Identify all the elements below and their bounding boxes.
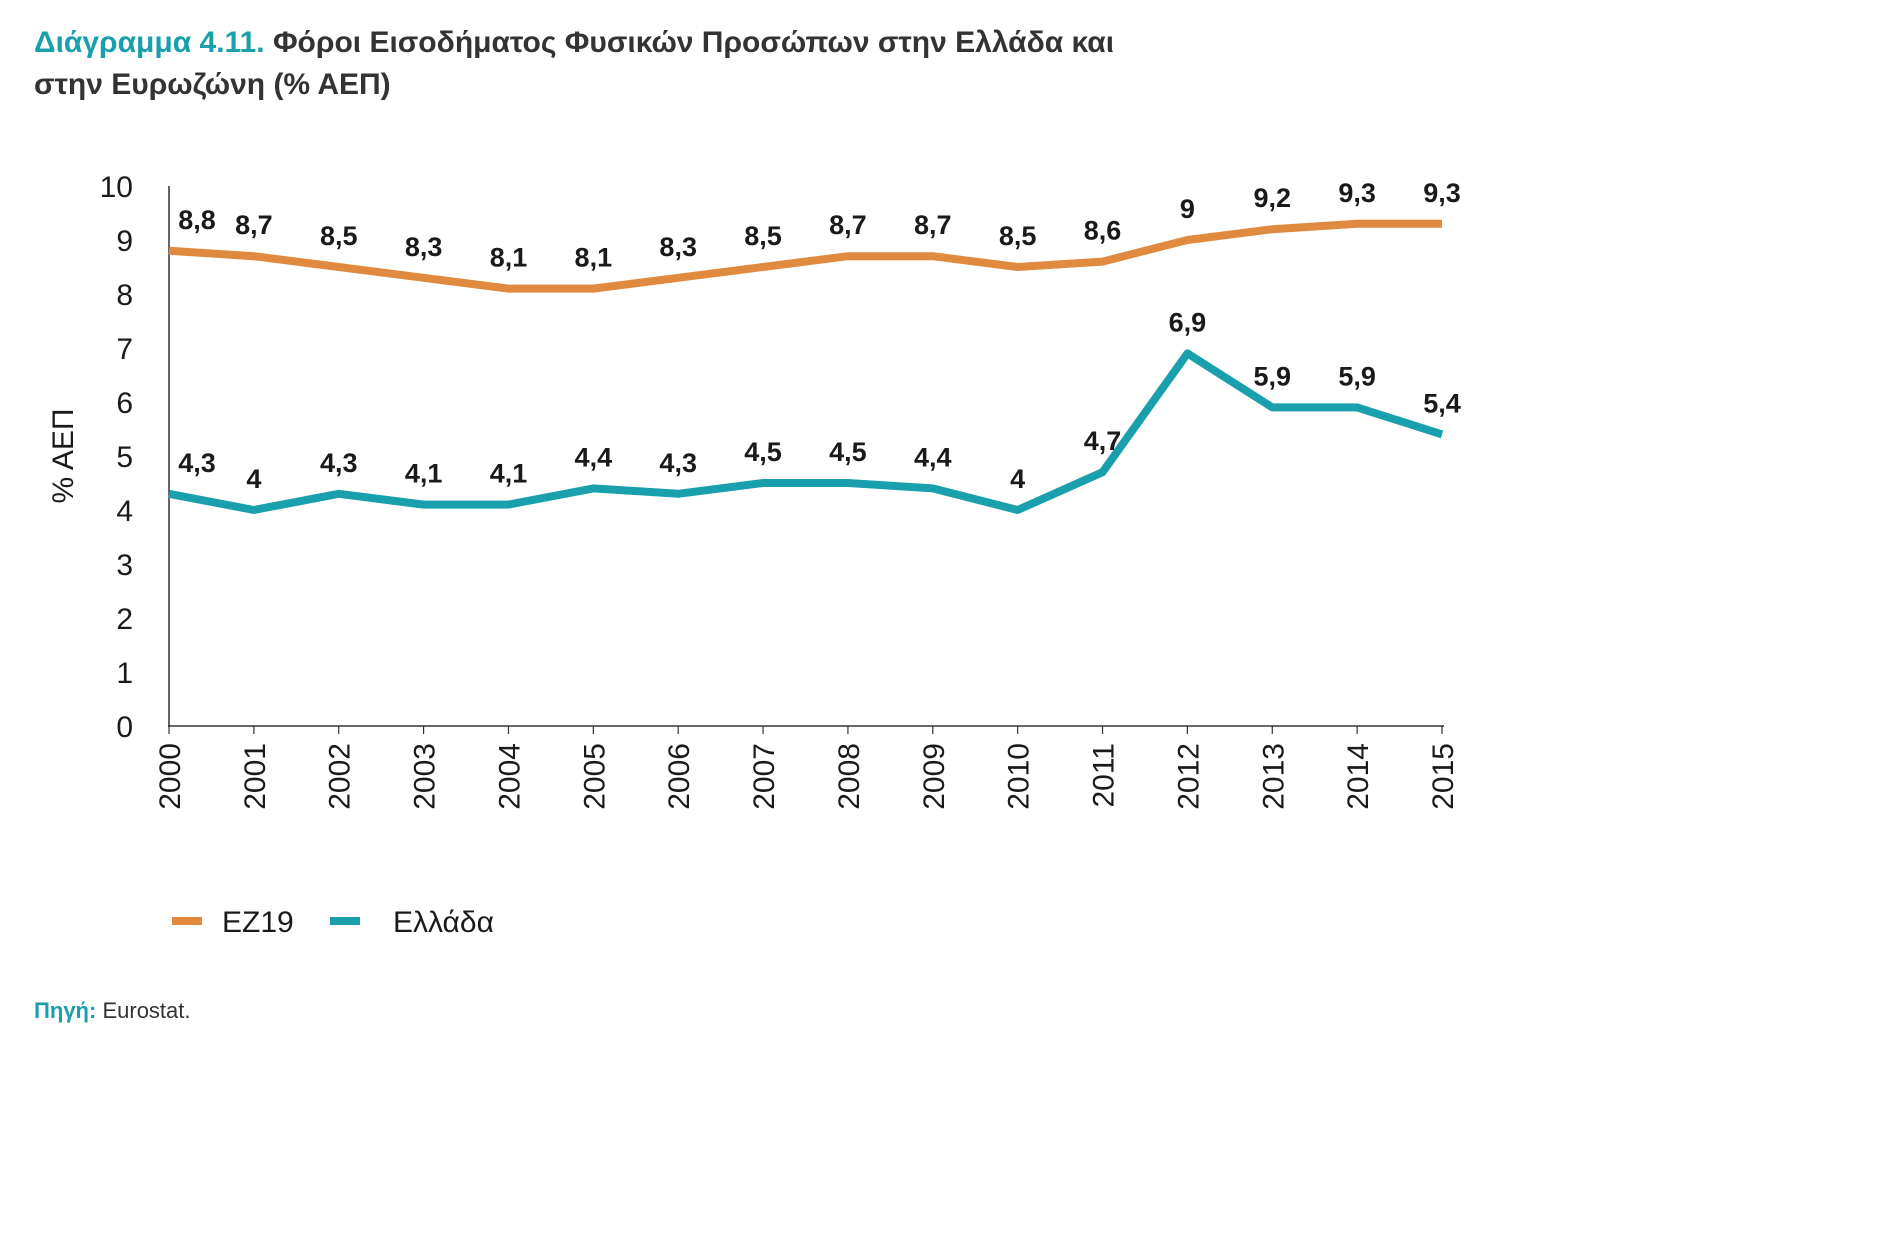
data-label-greece: 4	[246, 464, 261, 494]
y-tick-label: 7	[116, 333, 133, 366]
data-label-greece: 4,7	[1084, 426, 1122, 456]
data-label-ez19: 8,8	[178, 205, 216, 235]
y-tick-label: 3	[116, 549, 133, 582]
x-tick-label: 2010	[1003, 743, 1036, 810]
x-tick-label: 2004	[493, 743, 526, 810]
data-label-greece: 4	[1010, 464, 1025, 494]
source-text: Eurostat.	[102, 998, 191, 1023]
data-label-greece: 4,4	[914, 442, 952, 472]
x-tick-label: 2011	[1088, 743, 1121, 808]
y-tick-label: 10	[100, 171, 133, 204]
data-label-ez19: 8,6	[1084, 216, 1122, 246]
data-label-greece: 4,3	[659, 448, 697, 478]
x-tick-label: 2002	[324, 743, 357, 810]
series-line-ez19	[168, 219, 1442, 293]
data-label-ez19: 9	[1180, 194, 1195, 224]
data-label-greece: 4,5	[829, 437, 867, 467]
data-label-greece: 4,5	[744, 437, 782, 467]
data-label-ez19: 8,3	[659, 232, 697, 262]
data-label-ez19: 8,5	[999, 221, 1037, 251]
data-label-ez19: 8,1	[575, 243, 613, 273]
data-label-greece: 5,9	[1338, 361, 1376, 391]
series-line-greece	[168, 349, 1444, 514]
chart-title-text: Φόροι Εισοδήματος Φυσικών Προσώπων στην …	[272, 26, 1115, 59]
data-label-ez19: 9,3	[1338, 178, 1376, 208]
x-tick-label: 2001	[239, 743, 272, 810]
x-tick-label: 2008	[833, 743, 866, 810]
line-chart: 0 1 2 3 4 5 6 7 8 9 10 % ΑΕΠ 2000 2001 2002 2003 2004 200…	[47, 171, 1461, 939]
y-tick-label: 8	[116, 279, 133, 312]
source-note: Πηγή: Eurostat.	[34, 998, 191, 1024]
data-label-greece: 6,9	[1169, 307, 1207, 337]
x-tick-label: 2009	[918, 743, 951, 810]
data-label-ez19: 8,7	[235, 210, 273, 240]
x-tick-label: 2013	[1257, 743, 1290, 810]
data-label-greece: 4,3	[178, 448, 216, 478]
y-tick-label: 9	[116, 225, 133, 258]
legend-label-greece: Ελλάδα	[393, 906, 494, 939]
figure-number: Διάγραμμα 4.11.	[34, 26, 265, 59]
x-tick-label: 2015	[1427, 743, 1460, 810]
data-label-greece: 5,4	[1423, 388, 1461, 418]
y-tick-label: 2	[116, 603, 133, 636]
y-axis-label: % ΑΕΠ	[47, 408, 80, 503]
data-label-greece: 4,3	[320, 448, 358, 478]
x-tick-label: 2012	[1172, 743, 1205, 810]
x-tick-label: 2006	[663, 743, 696, 810]
data-label-ez19: 8,5	[744, 221, 782, 251]
y-tick-label: 0	[116, 711, 133, 744]
y-tick-label: 4	[116, 495, 133, 528]
x-tick-label: 2007	[748, 743, 781, 810]
x-tick-label: 2005	[578, 743, 611, 810]
y-tick-label: 6	[116, 387, 133, 420]
data-label-greece: 4,1	[490, 459, 528, 489]
legend-label-ez19: ΕΖ19	[222, 906, 294, 939]
data-label-ez19: 8,5	[320, 221, 358, 251]
data-label-greece: 4,4	[575, 442, 613, 472]
chart-title: Διάγραμμα 4.11. Φόροι Εισοδήματος Φυσικώ…	[34, 22, 1434, 106]
data-label-ez19: 9,2	[1253, 183, 1291, 213]
y-tick-label: 5	[116, 441, 133, 474]
data-label-ez19: 9,3	[1423, 178, 1461, 208]
data-label-ez19: 8,1	[490, 243, 528, 273]
x-tick-label: 2003	[409, 743, 442, 810]
data-label-ez19: 8,7	[829, 210, 867, 240]
data-label-greece: 4,1	[405, 459, 443, 489]
x-tick-label: 2000	[154, 743, 187, 810]
source-label: Πηγή:	[34, 998, 97, 1023]
chart-title-line-2: στην Ευρωζώνη (% ΑΕΠ)	[34, 68, 391, 101]
data-label-ez19: 8,7	[914, 210, 952, 240]
x-tick-label: 2014	[1342, 743, 1375, 810]
y-tick-label: 1	[116, 657, 133, 690]
data-label-greece: 5,9	[1253, 361, 1291, 391]
chart-title-line-1: Διάγραμμα 4.11. Φόροι Εισοδήματος Φυσικώ…	[34, 22, 1434, 64]
data-label-ez19: 8,3	[405, 232, 443, 262]
